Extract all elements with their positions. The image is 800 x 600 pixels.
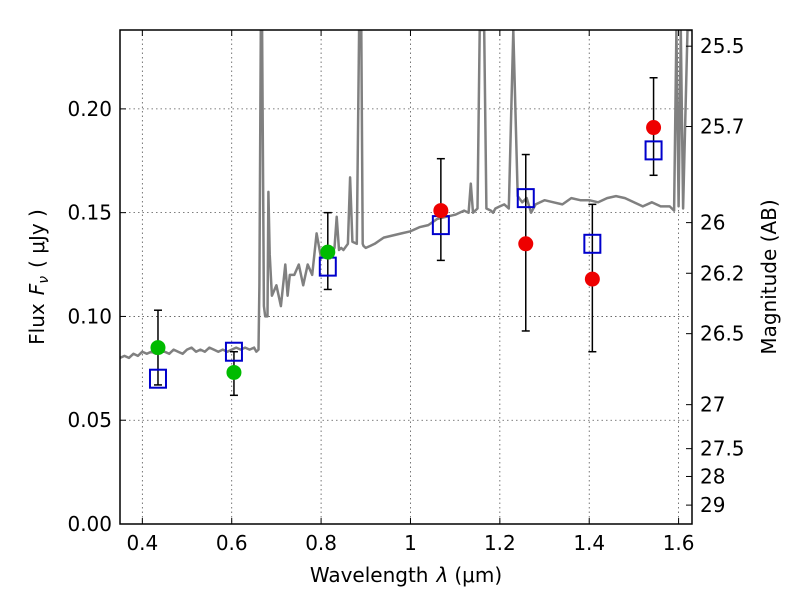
magnitude-tick-label: 25.5 [700, 34, 745, 58]
y-tick-label: 0.05 [67, 408, 112, 432]
magnitude-axis-label: Magnitude (AB) [757, 199, 781, 354]
x-tick-label: 0.4 [126, 531, 158, 555]
y-tick-label: 0.10 [67, 304, 112, 328]
model-photometry-square [583, 233, 602, 254]
observed-photometry-point [518, 236, 534, 252]
y-tick-label: 0.15 [67, 201, 112, 225]
observed-photometry-point [646, 120, 662, 136]
x-axis-label: Wavelength λ (μm) [310, 563, 502, 587]
magnitude-tick-label: 25.7 [700, 115, 745, 139]
x-tick-label: 0.8 [305, 531, 337, 555]
magnitude-tick-label: 26 [700, 211, 725, 235]
y-tick-label: 0.20 [67, 97, 112, 121]
x-tick-label: 1.2 [484, 531, 516, 555]
y-axis-label: FluxFν( μJy ) [25, 209, 52, 345]
model-photometry-square [516, 188, 535, 209]
grid-lines [120, 30, 692, 525]
magnitude-tick-label: 26.5 [700, 322, 745, 346]
magnitude-tick-label: 28 [700, 464, 725, 488]
y-tick-label: 0.00 [67, 512, 112, 536]
observed-photometry-point [320, 244, 336, 260]
x-tick-label: 1.6 [663, 531, 695, 555]
x-tick-label: 1 [404, 531, 417, 555]
plot-area [120, 30, 692, 397]
axes: 0.4 0.6 0.8 1 1.2 1.4 1.6 0.00 0.05 0.10 0.15 0.20 2… [67, 30, 745, 555]
observed-photometry-point [584, 271, 600, 287]
model-photometry-square [148, 368, 167, 389]
magnitude-tick-label: 27.5 [700, 437, 745, 461]
model-photometry-square [224, 341, 243, 362]
magnitude-tick-label: 27 [700, 393, 725, 417]
x-tick-label: 1.4 [573, 531, 605, 555]
magnitude-tick-label: 26.2 [700, 261, 745, 285]
observed-photometry-point [433, 203, 449, 219]
model-photometry-square [644, 140, 663, 161]
observed-photometry-point [226, 364, 242, 380]
spectrum-line [120, 30, 692, 360]
magnitude-tick-label: 29 [700, 493, 725, 517]
plot-frame [119, 29, 693, 525]
observed-photometry-point [150, 340, 166, 356]
x-tick-label: 0.6 [216, 531, 248, 555]
